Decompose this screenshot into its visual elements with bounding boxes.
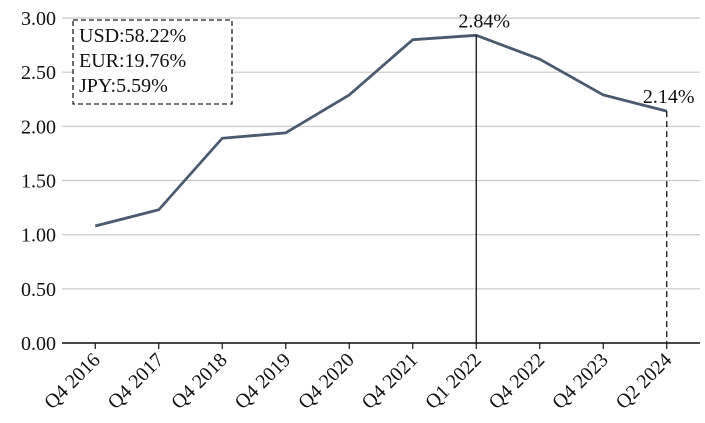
y-tick-label: 3.00 [21,8,56,30]
annotation: USD:58.22% [79,25,186,47]
x-tick-label: Q4 2016 [40,349,105,414]
x-tick-label: Q4 2019 [231,349,296,414]
data-line [94,33,668,228]
value-label: 2.14% [643,86,695,108]
y-tick-label: 0.50 [21,279,56,301]
y-tick-label: 1.50 [21,171,56,193]
x-tick-label: Q2 2024 [612,349,677,414]
annotation: EUR:19.76% [79,50,186,72]
annotation: JPY:5.59% [79,75,168,97]
y-tick-label: 0.00 [21,333,56,355]
value-label: 2.84% [458,10,510,32]
x-tick-label: Q4 2023 [548,349,613,414]
x-tick-label: Q4 2020 [294,349,359,414]
annotation-box [72,19,233,105]
x-tick-label: Q4 2018 [167,349,232,414]
y-tick-label: 2.50 [21,62,56,84]
x-tick-label: Q4 2021 [358,349,423,414]
x-tick-label: Q4 2022 [485,349,550,414]
x-tick-label: Q4 2017 [104,349,169,414]
y-tick-label: 1.00 [21,225,56,247]
x-tick-label: Q1 2022 [421,349,486,414]
y-tick-label: 2.00 [21,116,56,138]
